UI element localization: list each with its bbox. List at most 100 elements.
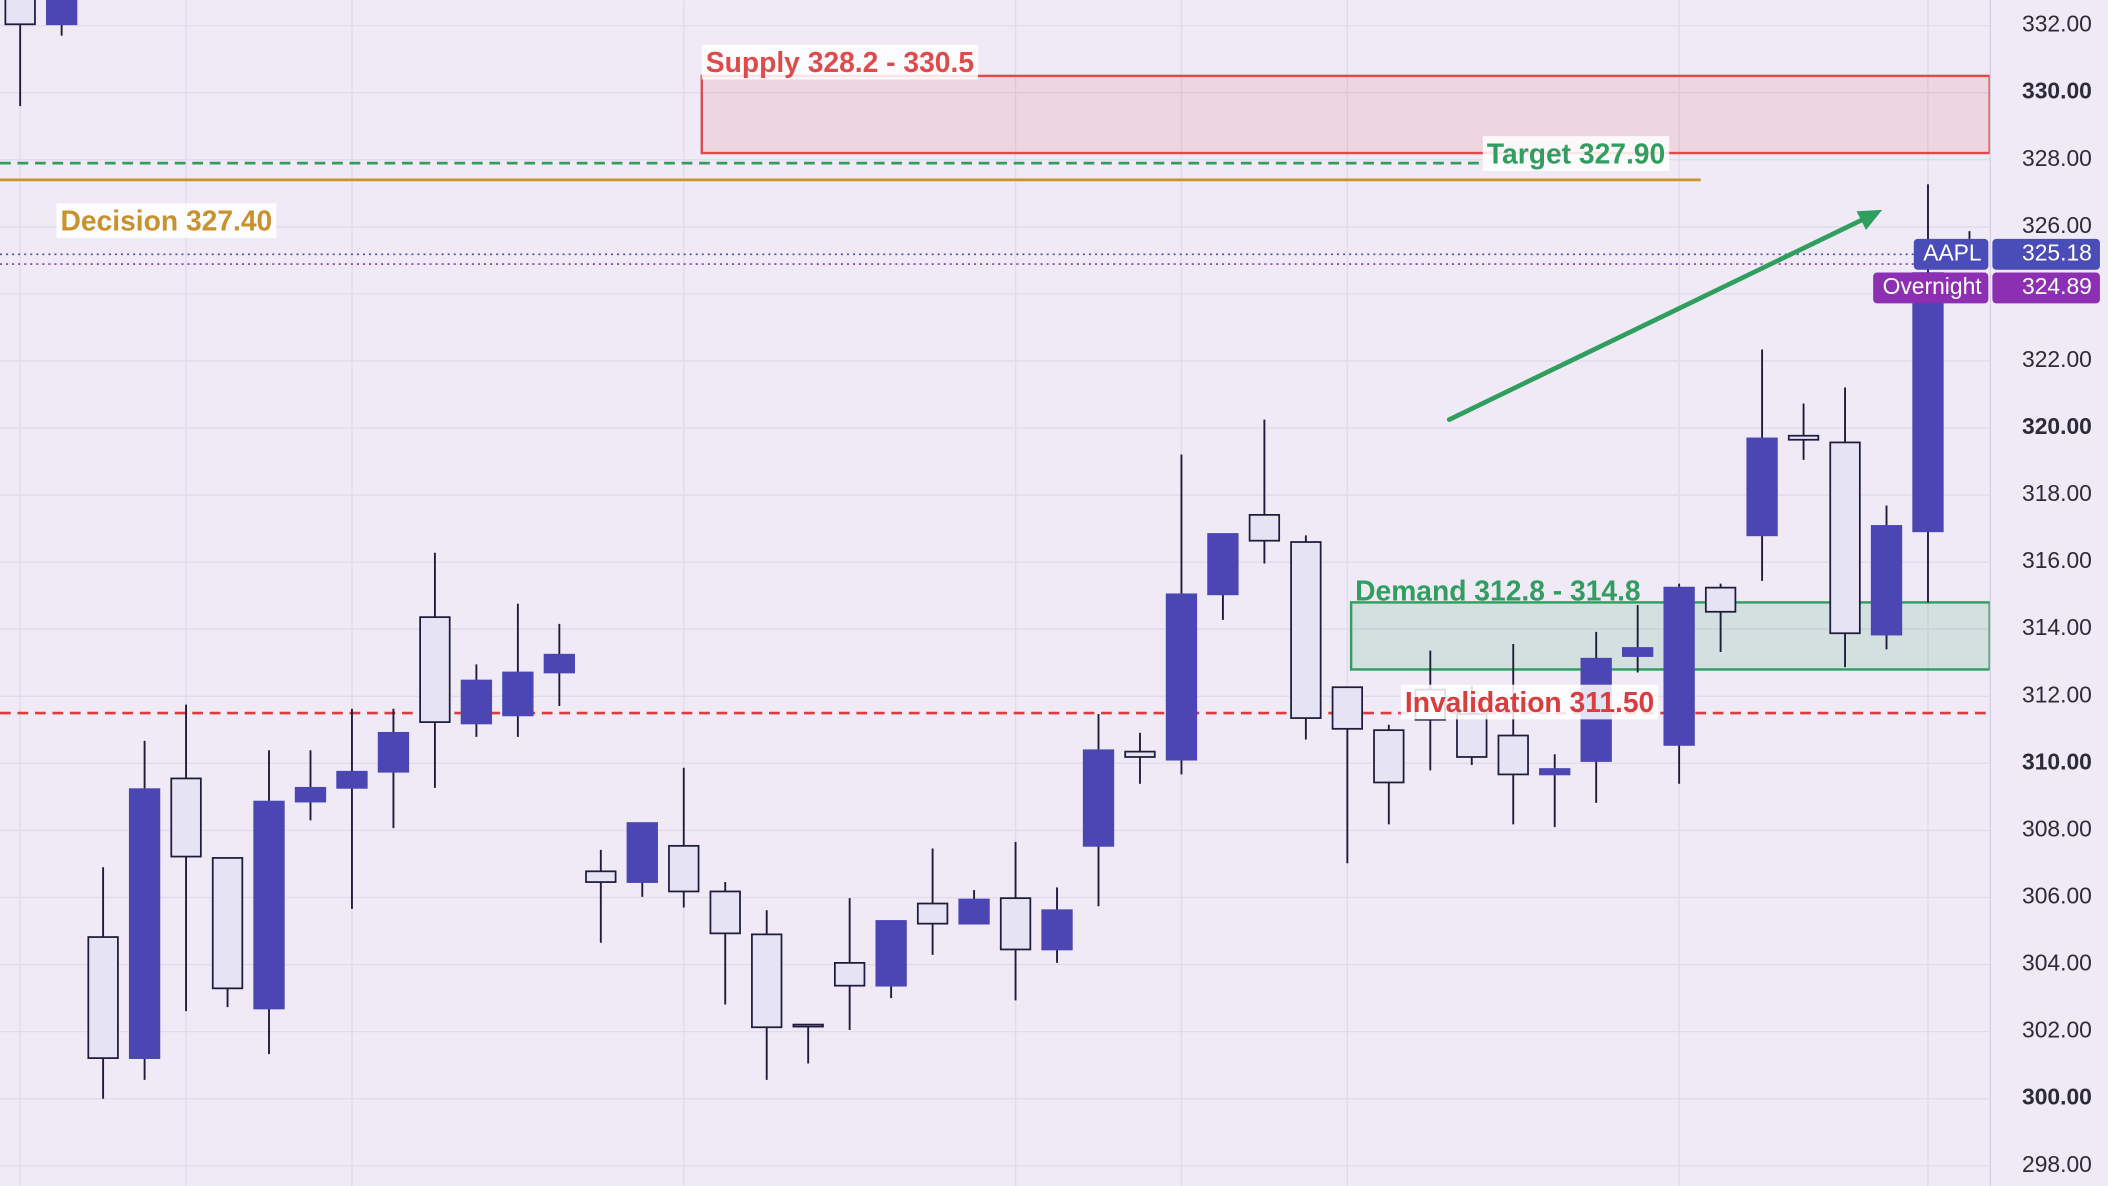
candle	[1456, 685, 1488, 766]
candle-body	[875, 920, 907, 987]
y-tick-label: 318.00	[2022, 480, 2092, 506]
candle-body	[792, 1023, 824, 1028]
y-tick-label: 316.00	[2022, 547, 2092, 573]
candle-body	[626, 822, 658, 883]
candle-body	[751, 933, 783, 1029]
y-tick-label: 326.00	[2022, 212, 2092, 238]
candle	[460, 664, 493, 737]
y-tick-label: 304.00	[2022, 950, 2092, 976]
candle	[1539, 754, 1571, 828]
trend-arrow	[1446, 209, 1883, 422]
candle-body	[1539, 768, 1571, 776]
y-tick-label: 310.00	[2022, 748, 2092, 774]
annotation-label: Decision 327.40	[60, 205, 272, 237]
candle-body	[336, 770, 368, 789]
candle	[502, 603, 534, 737]
candle	[1829, 387, 1861, 668]
candle-body	[1373, 729, 1405, 784]
candle	[1248, 419, 1281, 564]
candle	[211, 857, 244, 1008]
annotation-label: Invalidation 311.50	[1405, 686, 1654, 718]
y-tick-label: 312.00	[2022, 681, 2092, 707]
candle	[1373, 724, 1405, 825]
candle	[1870, 505, 1903, 650]
candle	[336, 708, 368, 909]
candle	[1290, 535, 1322, 740]
y-tick-label: 328.00	[2022, 145, 2092, 171]
price-tag-name: AAPL	[1923, 239, 1981, 265]
candle-body	[211, 857, 244, 990]
candle-body	[1248, 513, 1281, 542]
candle-body	[253, 800, 285, 1010]
candle	[1041, 887, 1073, 963]
candle-body	[1663, 586, 1695, 746]
price-tag: 325.18 AAPL	[1913, 238, 2100, 270]
y-tick-label: 308.00	[2022, 815, 2092, 841]
candle-body	[1622, 647, 1654, 657]
candle	[585, 849, 617, 943]
y-tick-label: 298.00	[2022, 1151, 2092, 1177]
levels	[0, 161, 1990, 715]
candle-body	[1787, 434, 1820, 441]
candle	[833, 898, 866, 1030]
candle-body	[1870, 525, 1903, 636]
candle	[999, 841, 1032, 1001]
annotation-label: Target 327.90	[1487, 138, 1665, 170]
price-tag-name-box	[1913, 238, 1989, 270]
candle	[1704, 583, 1737, 653]
candle-body	[1704, 586, 1737, 613]
candle	[377, 708, 410, 829]
candle-body	[1497, 734, 1529, 776]
candle-body	[916, 902, 949, 925]
candle-body	[4, 0, 36, 26]
candle	[958, 890, 990, 925]
candle-body	[294, 786, 327, 803]
candle	[4, 0, 36, 107]
price-tag-value: 325.18	[2022, 239, 2092, 265]
price-tag-name: Overnight	[1883, 273, 1983, 299]
candle-body	[1331, 686, 1364, 730]
y-tick-label: 302.00	[2022, 1017, 2092, 1043]
candle	[419, 552, 451, 788]
price-tag-value-box	[1992, 238, 2100, 270]
candle	[294, 750, 327, 821]
candle-body	[1456, 713, 1488, 758]
candle-body	[1912, 272, 1944, 533]
candle	[626, 822, 658, 897]
candle	[1207, 533, 1239, 620]
candle	[916, 848, 949, 955]
y-tick-label: 322.00	[2022, 346, 2092, 372]
candle	[709, 882, 741, 1005]
candle-body	[1082, 749, 1115, 847]
candle-body	[1290, 541, 1322, 719]
price-tag-value-box	[1992, 272, 2100, 304]
candle	[875, 920, 907, 999]
y-tick-label: 332.00	[2022, 11, 2092, 37]
y-tick-label: 306.00	[2022, 883, 2092, 909]
candle	[1663, 583, 1695, 784]
candle-body	[128, 788, 161, 1059]
candle-body	[543, 653, 575, 674]
candle	[792, 1023, 824, 1064]
price-tag-value: 324.89	[2022, 273, 2092, 299]
price-tags: 325.18 AAPL 324.89 Overnight	[1873, 238, 2100, 304]
candle-body	[419, 616, 451, 723]
candle	[1787, 403, 1820, 460]
y-tick-label: 300.00	[2022, 1084, 2092, 1110]
candle	[1331, 686, 1364, 864]
candle	[1165, 454, 1198, 775]
candle	[1124, 732, 1156, 784]
candle	[45, 0, 78, 36]
label-background	[701, 44, 979, 80]
y-tick-label: 330.00	[2022, 78, 2092, 104]
candle-body	[1829, 441, 1861, 635]
annotation-labels: Supply 328.2 - 330.5 Demand 312.8 - 314.8…	[56, 44, 1670, 720]
candle-body	[502, 671, 534, 717]
candle-body	[460, 679, 493, 725]
candle-body	[958, 898, 990, 925]
y-tick-label: 314.00	[2022, 614, 2092, 640]
y-tick-label: 320.00	[2022, 413, 2092, 439]
